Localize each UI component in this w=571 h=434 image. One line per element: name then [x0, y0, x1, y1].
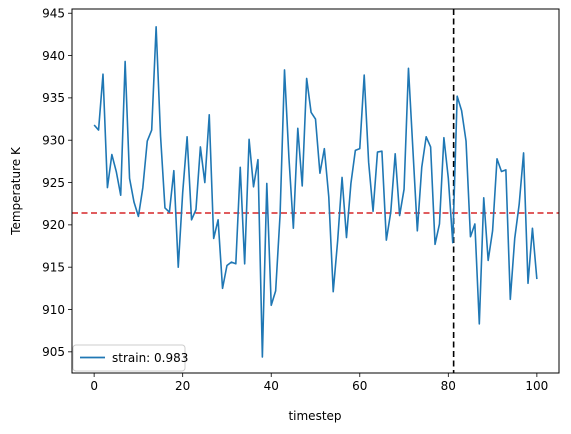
x-axis-label: timestep: [288, 409, 341, 423]
x-tick-label: 20: [175, 379, 190, 393]
y-axis-label: Temperature K: [9, 146, 23, 236]
y-tick-label: 920: [42, 218, 65, 232]
y-tick-label: 910: [42, 303, 65, 317]
series-layer: [93, 25, 538, 358]
y-tick-label: 905: [42, 345, 65, 359]
x-tick-label: 60: [352, 379, 367, 393]
y-tick-label: 935: [42, 91, 65, 105]
series-line-0: [93, 25, 538, 358]
x-tick-label: 0: [90, 379, 98, 393]
y-tick-label: 915: [42, 260, 65, 274]
y-tick-label: 945: [42, 7, 65, 21]
x-tick-label: 80: [441, 379, 456, 393]
legend-box: [72, 344, 186, 372]
legend-entry: strain: 0.983: [112, 351, 188, 365]
plot-frame: [71, 8, 560, 374]
reference-lines: [72, 9, 559, 373]
legend: strain: 0.983: [72, 344, 188, 372]
x-tick-label: 100: [525, 379, 548, 393]
y-axis: 905 910 915 920 925 930 935 940 945: [42, 7, 72, 359]
y-tick-label: 940: [42, 49, 65, 63]
x-tick-label: 40: [264, 379, 279, 393]
y-tick-label: 930: [42, 134, 65, 148]
y-tick-label: 925: [42, 176, 65, 190]
x-axis: 0 20 40 60 80 100: [90, 373, 548, 393]
